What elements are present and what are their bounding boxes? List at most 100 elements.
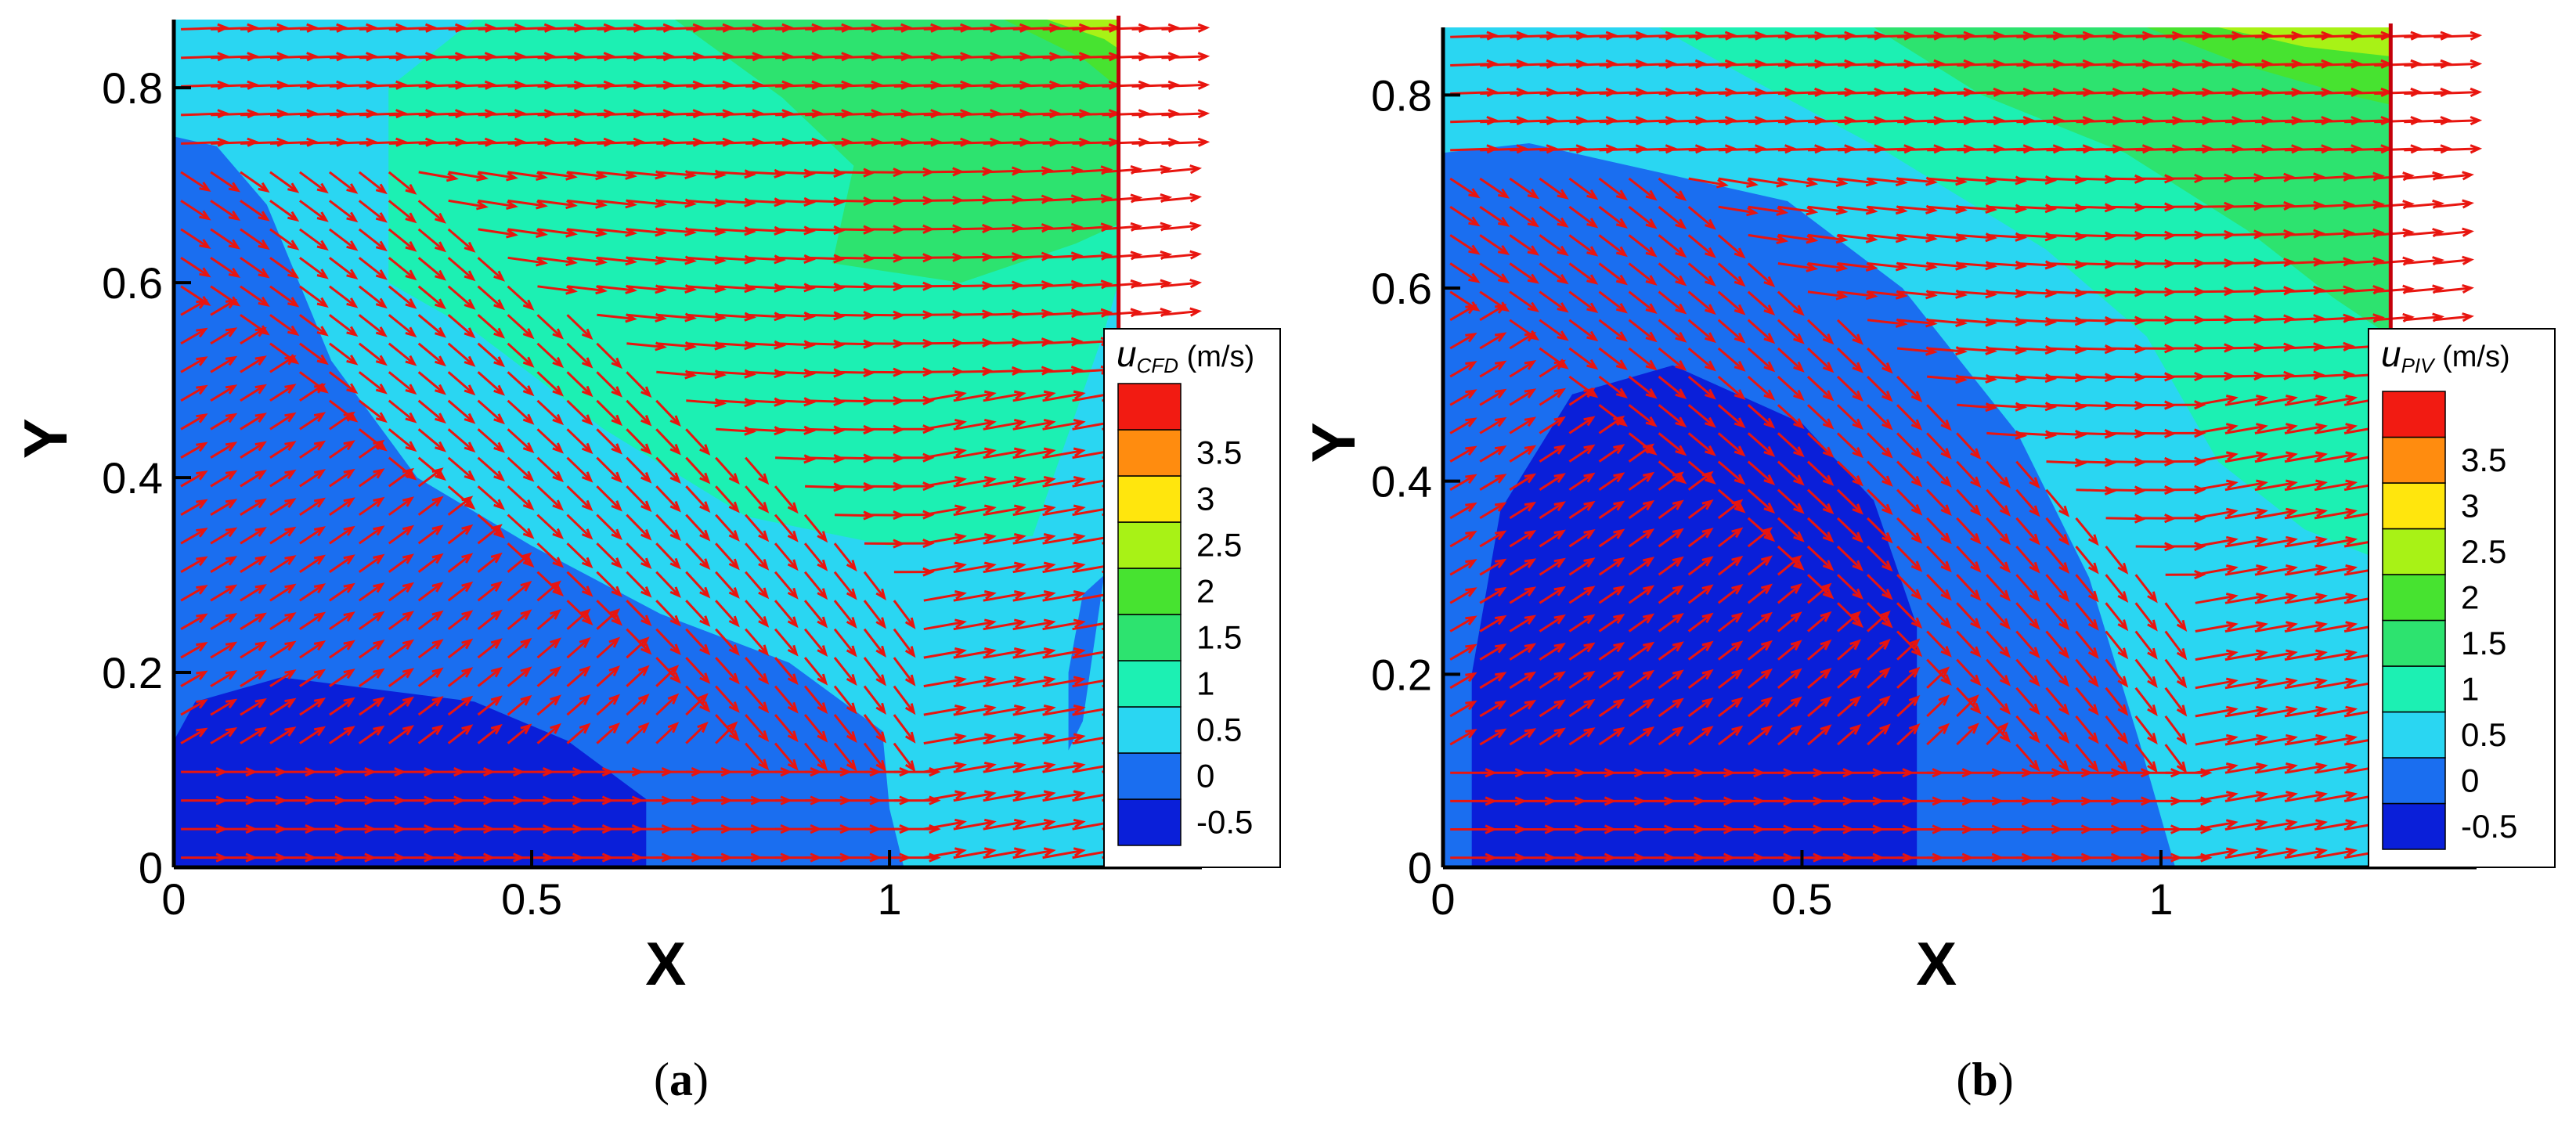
- vector-arrow-head: [1498, 273, 1510, 284]
- vector-arrow-head: [1701, 697, 1714, 708]
- vector-arrow-head: [2225, 677, 2239, 687]
- vector-arrow: [2284, 396, 2325, 406]
- vector-arrow-head: [461, 638, 474, 650]
- vector-arrow: [269, 499, 295, 516]
- vector-arrow-head: [373, 468, 385, 479]
- vector-arrow: [388, 497, 413, 516]
- vector-arrow: [269, 314, 298, 336]
- vector-arrow-head: [922, 539, 935, 549]
- vector-arrow: [1867, 724, 1889, 746]
- vector-arrow: [447, 371, 474, 395]
- vector-arrow: [299, 697, 324, 716]
- vector-arrow: [626, 199, 665, 206]
- vector-arrow: [2224, 622, 2266, 632]
- vector-arrow: [507, 342, 533, 367]
- vector-arrow: [1568, 375, 1597, 398]
- vector-arrow: [299, 314, 327, 336]
- vector-arrow: [685, 485, 709, 512]
- vector-arrow: [655, 514, 680, 540]
- vector-arrow: [2015, 460, 2040, 488]
- vector-arrow: [1161, 253, 1200, 259]
- vector-arrow: [1777, 556, 1801, 576]
- vector-arrow: [953, 592, 994, 602]
- vector-arrow-head: [1734, 445, 1746, 457]
- vector-arrow: [1012, 506, 1054, 517]
- vector-arrow-head: [787, 759, 799, 771]
- vector-arrow: [923, 420, 965, 431]
- vector-arrow-head: [258, 211, 270, 222]
- vector-arrow: [180, 585, 207, 602]
- vector-arrow: [1986, 574, 2010, 600]
- vector-arrow-head: [287, 182, 300, 193]
- vector-arrow: [655, 456, 680, 483]
- vector-arrow: [180, 499, 207, 516]
- colorbar-label: 2.5: [2461, 533, 2506, 570]
- vector-arrow-head: [1910, 504, 1923, 516]
- vector-arrow: [1479, 262, 1508, 283]
- vector-arrow: [2015, 630, 2040, 658]
- vector-arrow-head: [1073, 504, 1086, 514]
- vector-arrow-head: [490, 723, 503, 735]
- vector-arrow-head: [373, 582, 385, 593]
- vector-arrow: [417, 285, 445, 308]
- vector-arrow: [507, 582, 531, 602]
- colorbar-label: 0.5: [2461, 716, 2506, 753]
- vector-arrow-head: [490, 552, 503, 564]
- vector-arrow-head: [1763, 305, 1776, 316]
- vector-arrow: [2164, 715, 2187, 744]
- vector-arrow: [299, 228, 327, 250]
- vector-arrow: [1449, 672, 1476, 690]
- vector-arrow: [1568, 416, 1594, 434]
- vector-arrow-head: [1970, 589, 1982, 601]
- y-axis-label: Y: [1299, 422, 1368, 463]
- vector-arrow: [210, 327, 236, 345]
- vector-arrow: [1598, 177, 1626, 200]
- vector-arrow-head: [983, 447, 997, 457]
- vector-arrow-head: [2286, 564, 2298, 574]
- contour-region: [174, 136, 904, 867]
- vector-arrow: [1161, 167, 1200, 174]
- vector-arrow: [1042, 197, 1081, 202]
- vector-arrow-head: [922, 481, 935, 492]
- vector-arrow: [1717, 528, 1742, 548]
- vector-arrow: [1449, 333, 1476, 350]
- x-tick-label: 0: [161, 874, 186, 924]
- vector-arrow-head: [2176, 705, 2188, 717]
- vector-arrow: [1957, 319, 1995, 324]
- vector-arrow-head: [787, 701, 799, 714]
- vector-arrow: [180, 728, 207, 744]
- vector-arrow-head: [199, 210, 211, 221]
- vector-arrow-head: [1642, 726, 1655, 737]
- vector-arrow: [269, 441, 295, 459]
- vector-arrow-head: [1524, 671, 1537, 682]
- vector-arrow: [1867, 319, 1905, 326]
- vector-arrow: [566, 638, 590, 659]
- vector-arrow-head: [983, 847, 997, 857]
- vector-arrow: [893, 714, 915, 742]
- vector-arrow: [2374, 174, 2412, 180]
- vector-arrow-head: [1705, 304, 1716, 315]
- vector-arrow-head: [1494, 502, 1507, 512]
- vector-arrow: [774, 628, 798, 655]
- vector-arrow: [2016, 375, 2055, 380]
- vector-arrow-head: [1494, 332, 1507, 342]
- vector-arrow: [566, 609, 590, 630]
- vector-arrow-head: [1586, 189, 1599, 200]
- vector-arrow: [1658, 642, 1683, 661]
- vector-arrow: [716, 171, 754, 176]
- vector-arrow: [240, 670, 265, 687]
- vector-arrow-head: [2345, 791, 2358, 801]
- vector-arrow-head: [2225, 535, 2239, 546]
- vector-arrow: [1986, 723, 2008, 746]
- vector-arrow-head: [954, 590, 967, 600]
- vector-arrow: [923, 678, 965, 688]
- vector-arrow-head: [2087, 618, 2099, 631]
- vector-arrow: [240, 441, 265, 459]
- vector-arrow-head: [1465, 502, 1477, 513]
- vector-arrow: [566, 723, 590, 744]
- vector-arrow: [2016, 319, 2055, 323]
- vector-arrow: [745, 542, 768, 569]
- vector-arrow-head: [983, 504, 997, 514]
- vector-arrow-head: [258, 268, 270, 279]
- vector-arrow-head: [1586, 302, 1599, 313]
